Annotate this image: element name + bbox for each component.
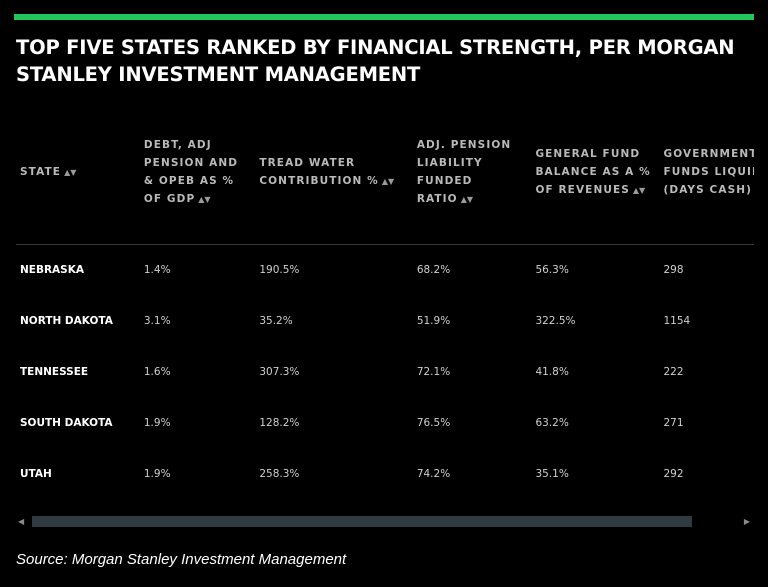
cell-tread-water: 190.5% (259, 263, 300, 276)
table-container: STATE ▲▼ DEBT, ADJ PENSION AND & OPEB AS … (16, 102, 754, 502)
cell-tread-water: 258.3% (259, 467, 300, 480)
cell-state: TENNESSEE (20, 365, 89, 378)
header-tread-water[interactable]: TREAD WATER CONTRIBUTION % ▲▼ (255, 102, 413, 245)
horizontal-scrollbar[interactable]: ◀ ▶ (14, 514, 754, 530)
cell-funded-ratio: 68.2% (416, 263, 451, 276)
cell-debt: 1.9% (143, 416, 171, 429)
cell-funded-ratio: 76.5% (416, 416, 451, 429)
cell-state: SOUTH DAKOTA (20, 416, 113, 429)
table-header-row: STATE ▲▼ DEBT, ADJ PENSION AND & OPEB AS … (16, 102, 754, 245)
table-row: SOUTH DAKOTA 1.9% 128.2% 76.5% 63.2% 271 (16, 396, 754, 449)
scroll-right-icon[interactable]: ▶ (743, 517, 750, 526)
cell-state: UTAH (20, 467, 52, 480)
cell-tread-water: 128.2% (259, 416, 300, 429)
header-funded-ratio[interactable]: ADJ. PENSION LIABILITY FUNDED RATIO ▲▼ (412, 102, 532, 245)
cell-liquidity: 298 (663, 263, 684, 276)
states-table: STATE ▲▼ DEBT, ADJ PENSION AND & OPEB AS … (16, 102, 754, 498)
page-title: TOP FIVE STATES RANKED BY FINANCIAL STRE… (16, 36, 735, 86)
cell-funded-ratio: 51.9% (416, 314, 451, 327)
header-debt[interactable]: DEBT, ADJ PENSION AND & OPEB AS % OF GDP… (139, 102, 256, 245)
accent-bar (14, 14, 754, 20)
scrollbar-thumb[interactable] (32, 516, 692, 527)
sort-icon[interactable]: ▲▼ (64, 167, 77, 177)
scroll-left-icon[interactable]: ◀ (18, 517, 25, 526)
cell-fund-balance: 56.3% (535, 263, 569, 276)
table-row: UTAH 1.9% 258.3% 74.2% 35.1% 292 (16, 449, 754, 498)
table-row: TENNESSEE 1.6% 307.3% 72.1% 41.8% 222 (16, 347, 754, 396)
table-row: NORTH DAKOTA 3.1% 35.2% 51.9% 322.5% 115… (16, 294, 754, 347)
cell-liquidity: 222 (663, 365, 684, 378)
cell-fund-balance: 35.1% (535, 467, 569, 480)
cell-debt: 1.6% (143, 365, 171, 378)
cell-debt: 3.1% (143, 314, 171, 327)
sort-icon[interactable]: ▲▼ (460, 194, 474, 204)
cell-debt: 1.9% (143, 467, 171, 480)
header-state[interactable]: STATE ▲▼ (16, 102, 140, 245)
cell-liquidity: 1154 (663, 314, 691, 327)
cell-fund-balance: 322.5% (535, 314, 576, 327)
cell-state: NORTH DAKOTA (20, 314, 113, 327)
cell-tread-water: 307.3% (259, 365, 300, 378)
header-fund-balance[interactable]: GENERAL FUND BALANCE AS A % OF REVENUES ▲… (531, 102, 660, 245)
header-liquidity[interactable]: GOVERNMENTAL FUNDS LIQUIDITY (DAYS CASH)… (659, 102, 754, 245)
sort-icon[interactable]: ▲▼ (632, 185, 646, 195)
cell-funded-ratio: 74.2% (416, 467, 451, 480)
cell-state: NEBRASKA (20, 263, 84, 276)
sort-icon[interactable]: ▲▼ (381, 176, 395, 186)
cell-liquidity: 271 (663, 416, 684, 429)
cell-fund-balance: 63.2% (535, 416, 569, 429)
cell-liquidity: 292 (663, 467, 684, 480)
sort-icon[interactable]: ▲▼ (198, 194, 211, 204)
cell-fund-balance: 41.8% (535, 365, 569, 378)
cell-funded-ratio: 72.1% (416, 365, 451, 378)
cell-tread-water: 35.2% (259, 314, 293, 327)
table-row: NEBRASKA 1.4% 190.5% 68.2% 56.3% 298 (16, 245, 754, 295)
cell-debt: 1.4% (143, 263, 171, 276)
source-note: Source: Morgan Stanley Investment Manage… (16, 551, 347, 568)
